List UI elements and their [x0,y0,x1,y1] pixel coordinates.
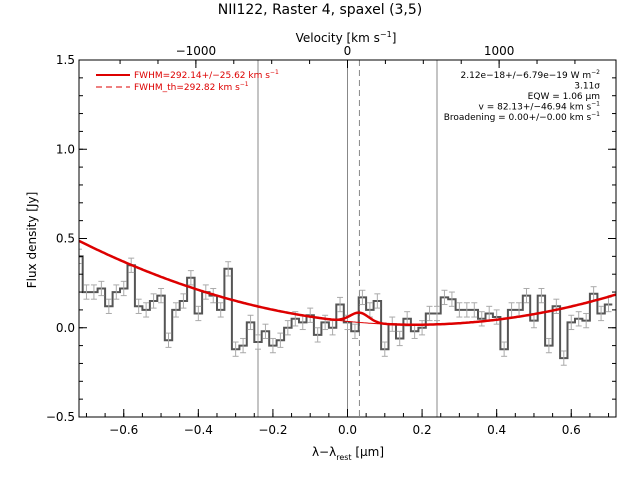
legend: FWHM=292.14+/−25.62 km s−1FWHM_th=292.82… [96,69,279,93]
x-tick-label: −0.4 [184,423,213,437]
annotation-text: 2.12e−18+/−6.79e−19 W m−2 [461,69,601,81]
x-tick-label: 0.4 [487,423,506,437]
legend-label: FWHM_th=292.82 km s−1 [134,81,249,93]
chart-title: NII122, Raster 4, spaxel (3,5) [218,2,423,18]
y-axis-label: Flux density [Jy] [25,192,39,289]
top-tick-label: 0 [344,44,352,58]
top-axis-label: Velocity [km s−1] [296,30,397,45]
plot-area: −0.6 −0.4 −0.2 0.0 0.2 0.4 0.6 −0.5 0.0 0.5 1.0 1.5… [46,44,617,437]
annotation-text: Broadening = 0.00+/−0.00 km s−1 [444,111,600,123]
total-fit [79,239,616,326]
y-tick-label: 0.0 [56,321,75,335]
annotation-text: EQW = 1.06 μm [528,92,600,102]
x-tick-label: −0.2 [258,423,287,437]
top-tick-label: 1000 [484,44,515,58]
y-tick-label: 0.5 [56,232,75,246]
annotation-text: v = 82.13+/−46.94 km s−1 [479,101,601,113]
x-tick-label: 0.2 [413,423,432,437]
x-tick-label: −0.6 [109,423,138,437]
x-axis-label: λ−λrest [μm] [312,445,384,462]
top-tick-label: −1000 [176,44,217,58]
annotation-text: 3.11σ [574,82,600,92]
y-tick-label: 1.0 [56,142,75,156]
y-tick-label: −0.5 [46,410,75,424]
spectrum-histogram [79,255,613,360]
plot-clip-group [79,60,616,417]
x-tick-label: 0.0 [338,423,357,437]
legend-label: FWHM=292.14+/−25.62 km s−1 [134,69,279,81]
x-tick-label: 0.6 [562,423,581,437]
y-tick-label: 1.5 [56,53,75,67]
